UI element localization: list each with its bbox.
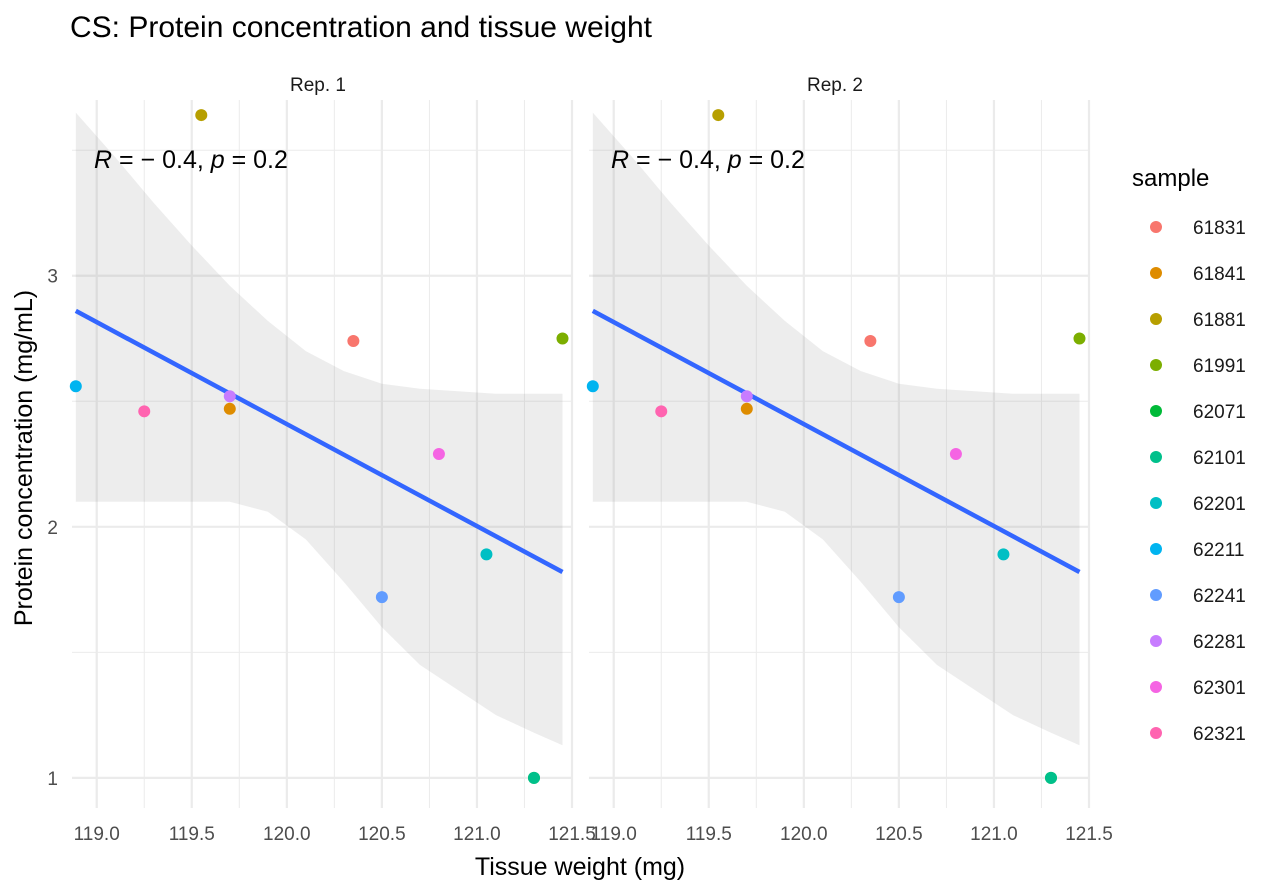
legend-key-61881 [1150, 313, 1162, 325]
data-point-62321 [138, 405, 151, 418]
x-tick-label: 119.0 [591, 824, 637, 845]
x-axis-title: Tissue weight (mg) [475, 853, 685, 881]
data-point-62321 [655, 405, 668, 418]
x-tick-label: 120.5 [358, 824, 406, 845]
legend-key-61991 [1150, 359, 1162, 371]
data-point-61881 [195, 109, 208, 122]
data-point-62101 [527, 771, 540, 784]
legend-label-62211: 62211 [1193, 540, 1244, 561]
legend-key-62201 [1150, 497, 1162, 509]
annotation-r-value: = − 0.4, [112, 146, 211, 174]
data-point-62241 [892, 591, 905, 604]
legend-key-62321 [1150, 727, 1162, 739]
y-tick-label: 1 [47, 769, 58, 790]
annotation-p-symbol: p [727, 146, 742, 174]
legend-label-61991: 61991 [1193, 356, 1246, 377]
legend-key-62281 [1150, 635, 1162, 647]
x-tick-label: 120.5 [875, 824, 923, 845]
legend-label-61831: 61831 [1193, 218, 1246, 239]
strip-label: Rep. 1 [290, 75, 346, 96]
legend-label-62241: 62241 [1193, 586, 1246, 607]
data-point-62281 [223, 390, 236, 403]
legend-key-61841 [1150, 267, 1162, 279]
data-point-62201 [480, 548, 493, 561]
x-tick-label: 119.5 [686, 824, 732, 845]
data-point-62101 [1044, 771, 1057, 784]
x-tick-label: 120.0 [780, 824, 828, 845]
panels: Rep. 1 R = − 0.4, p = 0.2 119.0 119.5 120.0 1… [47, 75, 1112, 845]
data-point-61841 [740, 402, 753, 415]
regression-line [74, 308, 564, 574]
x-tick-label: 121.0 [453, 824, 501, 845]
legend-key-62071 [1150, 405, 1162, 417]
data-point-62241 [375, 591, 388, 604]
correlation-annotation: R = − 0.4, p = 0.2 [94, 146, 288, 174]
x-tick-label: 121.0 [970, 824, 1018, 845]
data-point-62211 [69, 380, 82, 393]
annotation-r-value: = − 0.4, [629, 146, 728, 174]
annotation-r-symbol: R [611, 146, 629, 174]
data-point-61831 [864, 335, 877, 348]
data-point-62211 [586, 380, 599, 393]
legend-key-62241 [1150, 589, 1162, 601]
x-tick-label: 121.5 [548, 824, 596, 845]
data-point-62301 [432, 448, 445, 460]
legend-label-61881: 61881 [1193, 310, 1246, 331]
confidence-band [592, 112, 1080, 746]
legend-key-62211 [1150, 543, 1162, 555]
y-tick-label: 2 [47, 518, 58, 539]
legend-label-62201: 62201 [1193, 494, 1246, 515]
x-tick-label: 119.0 [74, 824, 120, 845]
legend-title: sample [1132, 165, 1209, 192]
data-point-61881 [712, 109, 725, 122]
data-point-61991 [556, 332, 569, 345]
data-point-62301 [949, 448, 962, 460]
data-point-61841 [223, 402, 236, 415]
legend-label-62101: 62101 [1193, 448, 1246, 469]
legend-label-62071: 62071 [1193, 402, 1246, 423]
legend-key-62101 [1150, 451, 1162, 463]
legend-key-61831 [1150, 221, 1162, 233]
regression-line [591, 308, 1081, 574]
data-point-61991 [1073, 332, 1086, 345]
x-tick-label: 119.5 [169, 824, 215, 845]
legend-label-62281: 62281 [1193, 632, 1246, 653]
legend-label-62301: 62301 [1193, 678, 1246, 699]
chart-title: CS: Protein concentration and tissue wei… [70, 11, 653, 44]
annotation-p-value: = 0.2 [742, 146, 805, 174]
confidence-band [75, 112, 563, 746]
data-point-62201 [997, 548, 1010, 561]
legend: sample 61831 61841 61881 61991 62071 62101 622… [1132, 165, 1246, 745]
annotation-r-symbol: R [94, 146, 112, 174]
y-axis-title: Protein concentration (mg/mL) [10, 290, 38, 626]
legend-label-61841: 61841 [1193, 264, 1246, 285]
strip-label: Rep. 2 [807, 75, 863, 96]
legend-label-62321: 62321 [1193, 724, 1246, 745]
annotation-p-value: = 0.2 [225, 146, 288, 174]
data-point-61831 [347, 335, 360, 348]
panel-1: Rep. 1 R = − 0.4, p = 0.2 119.0 119.5 120.0 1… [47, 75, 595, 845]
panel-2: Rep. 2 R = − 0.4, p = 0.2 119.0 119.5 120.0 1… [586, 75, 1113, 845]
y-tick-label: 3 [47, 267, 58, 288]
annotation-p-symbol: p [210, 146, 225, 174]
data-point-62281 [740, 390, 753, 403]
x-tick-label: 120.0 [263, 824, 311, 845]
legend-key-62301 [1150, 681, 1162, 693]
x-tick-label: 121.5 [1065, 824, 1113, 845]
correlation-annotation: R = − 0.4, p = 0.2 [611, 146, 805, 174]
